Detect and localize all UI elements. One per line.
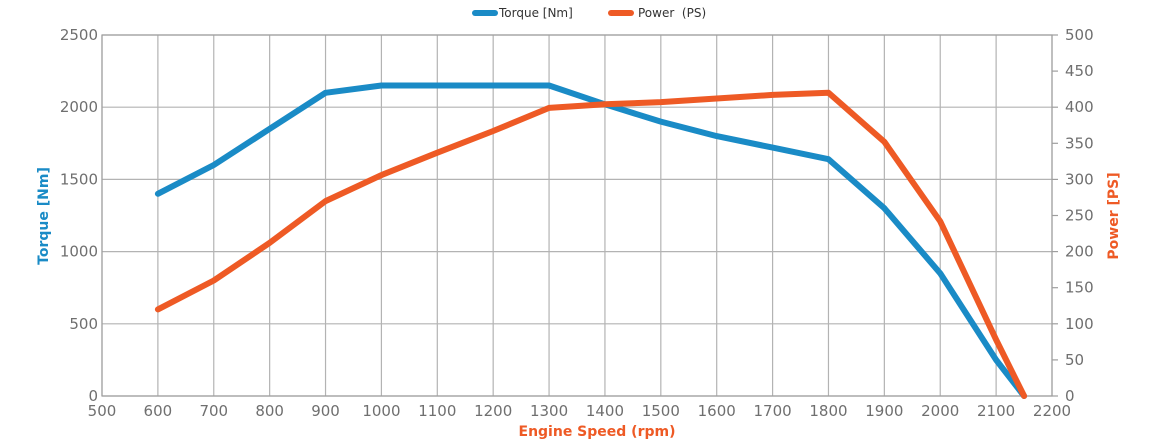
series-layer [154, 82, 1028, 399]
y-right-tick-label: 400 [1065, 98, 1094, 116]
y-right-tick-label: 150 [1065, 279, 1094, 297]
y-left-tick-label: 2500 [60, 26, 98, 44]
x-tick-label: 600 [144, 402, 173, 420]
y-left-tick-label: 0 [88, 387, 98, 405]
legend-label-power: Power (PS) [638, 6, 706, 20]
y-right-tick-label: 50 [1065, 351, 1084, 369]
x-tick-label: 900 [311, 402, 340, 420]
y-right-tick-label: 200 [1065, 243, 1094, 261]
x-tick-label: 1200 [474, 402, 512, 420]
y-left-tick-label: 2000 [60, 98, 98, 116]
grid [101, 34, 1053, 397]
x-tick-label: 1100 [418, 402, 456, 420]
x-tick-label: 1400 [586, 402, 624, 420]
y-right-tick-label: 500 [1065, 26, 1094, 44]
plot-frame [101, 34, 1053, 397]
y-left-tick-label: 500 [69, 315, 98, 333]
x-tick-label: 2000 [921, 402, 959, 420]
power-series-line [154, 89, 1028, 399]
x-tick-label: 700 [199, 402, 228, 420]
y-right-tick-label: 300 [1065, 170, 1094, 188]
y-right-axis-title: Power [PS] [1106, 172, 1122, 259]
y-left-tick-label: 1500 [60, 170, 98, 188]
x-tick-label: 1700 [753, 402, 791, 420]
x-tick-label: 800 [255, 402, 284, 420]
x-tick-label: 500 [88, 402, 117, 420]
torque-series-line [154, 82, 1028, 399]
x-tick-label: 1900 [865, 402, 903, 420]
x-tick-label: 1600 [698, 402, 736, 420]
y-left-tick-labels: 0 500 1000 1500 2000 2500 [60, 26, 98, 405]
y-right-tick-label: 250 [1065, 207, 1094, 225]
x-tick-label: 1300 [530, 402, 568, 420]
x-tick-label: 2100 [977, 402, 1015, 420]
y-right-tick-labels: 0 50 100 150 200 250 300 350 400 450 500 [1052, 26, 1094, 405]
y-left-axis-title: Torque [Nm] [36, 167, 52, 265]
x-axis-title: Engine Speed (rpm) [519, 424, 676, 440]
legend-label-torque: Torque [Nm] [498, 6, 573, 20]
x-tick-labels: 500 600 700 800 900 1000 1100 1200 1300 1400 1500 1… [88, 402, 1071, 420]
y-right-tick-label: 450 [1065, 62, 1094, 80]
x-tick-label: 1800 [809, 402, 847, 420]
y-right-tick-label: 0 [1065, 387, 1075, 405]
y-left-tick-label: 1000 [60, 243, 98, 261]
y-right-tick-label: 350 [1065, 134, 1094, 152]
x-tick-label: 1500 [642, 402, 680, 420]
x-tick-label: 1000 [362, 402, 400, 420]
x-tick-label: 2200 [1033, 402, 1071, 420]
y-right-tick-label: 100 [1065, 315, 1094, 333]
legend: Torque [Nm] Power (PS) [472, 6, 706, 20]
